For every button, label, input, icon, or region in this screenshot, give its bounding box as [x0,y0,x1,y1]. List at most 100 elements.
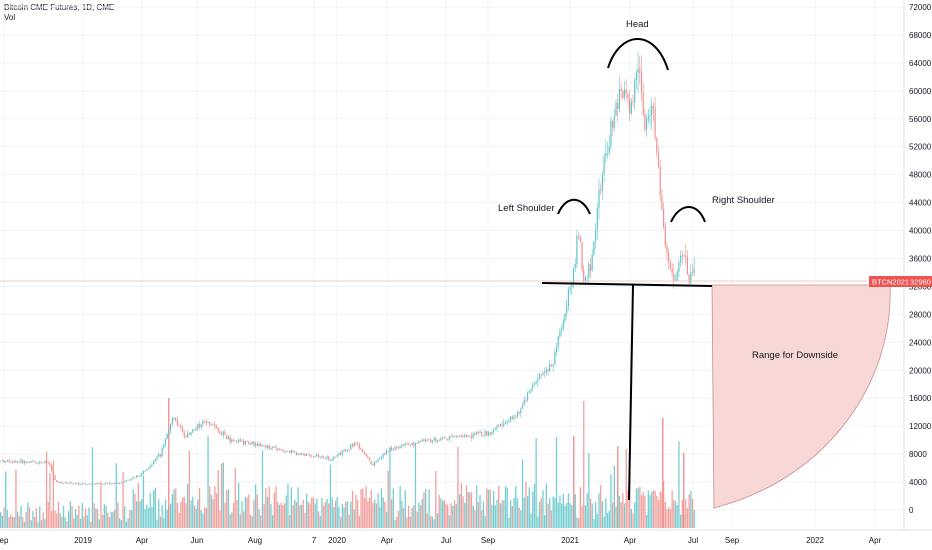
volume-bar [34,516,36,528]
volume-bar [664,501,666,528]
candle [350,443,352,450]
volume-bar [662,418,664,528]
volume-bar [678,441,680,528]
volume-bar [59,512,61,528]
candle [272,446,274,450]
head-label: Head [626,19,649,30]
volume-bar [455,503,457,528]
candle [528,390,530,394]
volume-bar [319,515,321,528]
candle [185,434,187,439]
x-tick-label: Jul [688,536,698,545]
candle [416,442,418,444]
candle [151,462,153,468]
candle [255,441,257,448]
volume-bar [523,497,525,528]
volume-bar [8,516,10,528]
volume-bar [632,513,634,528]
volume-bar [652,490,655,528]
candle [195,426,197,431]
candle [601,170,603,200]
candle [8,458,10,463]
volume-bar [612,502,614,528]
volume-bar [586,493,588,528]
candle [365,453,367,457]
volume-bar [360,489,362,528]
candle [166,433,168,440]
candle [280,448,282,450]
candle [83,483,85,485]
candle [547,367,549,376]
volume-bar [357,499,359,528]
volume-bar [436,513,439,528]
candle [622,88,624,101]
volume-bar [562,493,564,528]
candle [515,414,517,419]
candle [275,445,277,452]
candle [226,434,228,440]
volume-bar [265,488,267,528]
volume-bar [639,486,641,528]
volume-bar [467,491,469,528]
volume-bar [28,507,31,528]
volume-bar [27,502,29,528]
candle [588,260,590,283]
candle [421,439,423,443]
x-tick-label: Apr [136,536,149,545]
candle [168,429,170,437]
y-tick-label: 24000 [909,338,932,347]
volume-bar [164,499,167,528]
candle [533,381,535,386]
volume-bar [312,497,315,528]
volume-bar [355,494,357,528]
volume-bar [90,521,92,528]
price-candles [0,52,695,486]
candle [79,483,82,485]
volume-bar [328,503,330,528]
volume-bar [170,503,172,528]
volume-bar [159,516,162,528]
candle [494,426,496,431]
candle [236,440,238,444]
candle [379,456,381,460]
candle [324,457,326,460]
volume-bar [501,500,503,528]
volume-bar [477,501,479,528]
volume-bar [481,510,483,528]
candle [544,367,546,378]
volume-bar [108,517,111,528]
volume-bar [406,517,408,528]
volume-bar [397,510,400,528]
candle [474,432,476,436]
volume-bar [465,485,468,528]
candle [90,483,92,485]
candle [418,440,420,444]
volume-bar [178,512,180,528]
volume-bar [617,446,619,528]
volume-bar [96,508,99,528]
volume-bar [392,488,394,528]
pattern-drawings [0,38,891,509]
candle [345,448,347,452]
candle [669,258,671,271]
candle [180,423,182,430]
volume-bar [130,510,133,528]
volume-bar [336,496,338,528]
volume-bar [241,501,243,528]
candle [37,462,39,465]
candle [13,459,15,463]
volume-bar [561,503,563,528]
candle [224,428,226,436]
candle [520,407,522,418]
volume-bar [547,503,549,528]
candle [278,447,280,451]
candle [567,286,569,311]
candle [391,444,393,452]
candle [555,342,558,356]
candle [397,445,399,450]
candle [134,477,136,479]
candle [380,455,382,461]
volume-bar [217,469,219,528]
candle [23,460,25,466]
